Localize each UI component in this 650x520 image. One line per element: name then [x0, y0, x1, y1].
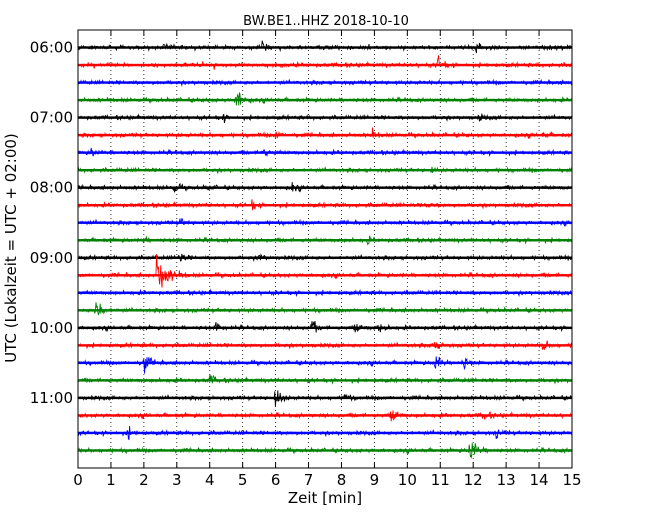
- trace-waveform: [77, 182, 573, 193]
- x-tick-label: 13: [497, 471, 516, 489]
- trace: [77, 442, 573, 459]
- trace-waveform: [77, 127, 573, 140]
- trace-waveform: [77, 254, 573, 288]
- trace-waveform: [77, 356, 573, 374]
- trace-waveform: [77, 40, 573, 54]
- trace: [77, 113, 573, 124]
- trace-waveform: [77, 113, 573, 124]
- x-tick-label: 12: [464, 471, 483, 489]
- y-tick-label: 11:00: [30, 389, 73, 407]
- trace: [77, 127, 573, 140]
- x-tick-label: 9: [370, 471, 380, 489]
- trace: [77, 55, 573, 70]
- x-tick-label: 8: [337, 471, 347, 489]
- trace: [77, 254, 573, 288]
- trace-waveform: [77, 425, 573, 441]
- trace-waveform: [77, 253, 573, 263]
- y-tick-label: 08:00: [30, 179, 73, 197]
- trace: [77, 390, 573, 407]
- y-axis: 06:00 07:00 08:00 09:00 10:00 11:00: [30, 39, 572, 407]
- seismogram-traces: [77, 40, 573, 459]
- trace-baseline: [78, 168, 572, 172]
- trace: [77, 218, 572, 227]
- x-tick-label: 7: [304, 471, 314, 489]
- trace: [77, 321, 573, 333]
- x-axis: 0 1 2 3 4 5 6 7 8 9 10 11 12 13 14 15: [73, 30, 582, 489]
- trace: [77, 425, 573, 441]
- trace: [77, 302, 573, 316]
- trace: [77, 340, 573, 350]
- trace-waveform: [77, 321, 573, 333]
- trace: [77, 40, 573, 54]
- y-tick-label: 06:00: [30, 39, 73, 57]
- x-tick-label: 5: [238, 471, 248, 489]
- trace-waveform: [77, 92, 573, 106]
- y-tick-label: 10:00: [30, 319, 73, 337]
- x-tick-label: 14: [530, 471, 549, 489]
- trace: [77, 374, 573, 385]
- trace-baseline: [78, 133, 572, 137]
- x-tick-label: 2: [139, 471, 149, 489]
- trace: [77, 182, 573, 193]
- trace: [77, 166, 573, 175]
- x-tick-label: 0: [73, 471, 83, 489]
- x-tick-label: 15: [562, 471, 581, 489]
- x-tick-label: 3: [172, 471, 182, 489]
- trace-waveform: [77, 235, 573, 246]
- trace: [77, 199, 572, 211]
- trace-waveform: [77, 55, 573, 70]
- trace-waveform: [77, 390, 573, 407]
- x-tick-label: 6: [271, 471, 281, 489]
- trace-waveform: [77, 374, 573, 385]
- x-tick-label: 4: [205, 471, 215, 489]
- trace-waveform: [77, 78, 573, 87]
- trace: [77, 147, 573, 158]
- chart-title: BW.BE1..HHZ 2018-10-10: [243, 14, 409, 29]
- plot-area: [78, 30, 572, 468]
- x-axis-label: Zeit [min]: [288, 489, 362, 507]
- plot-frame: [77, 29, 573, 469]
- trace: [77, 235, 573, 246]
- trace: [77, 288, 573, 298]
- trace-waveform: [77, 340, 573, 350]
- trace-waveform: [77, 288, 573, 298]
- trace: [77, 410, 573, 422]
- trace-waveform: [77, 166, 573, 175]
- trace: [77, 92, 573, 106]
- x-tick-label: 10: [398, 471, 417, 489]
- trace: [77, 78, 573, 87]
- trace-baseline: [78, 449, 572, 452]
- y-axis-label: UTC (Lokalzeit = UTC + 02:00): [2, 133, 20, 363]
- x-tick-label: 1: [106, 471, 116, 489]
- trace-waveform: [77, 302, 573, 316]
- y-tick-label: 09:00: [30, 249, 73, 267]
- y-tick-label: 07:00: [30, 109, 73, 127]
- trace-waveform: [77, 442, 573, 459]
- trace-waveform: [77, 218, 572, 227]
- trace: [77, 253, 573, 263]
- trace-baseline: [78, 326, 572, 330]
- trace-waveform: [77, 199, 572, 211]
- x-tick-label: 11: [431, 471, 450, 489]
- trace: [77, 356, 573, 374]
- trace-waveform: [77, 410, 573, 422]
- trace-waveform: [77, 147, 573, 158]
